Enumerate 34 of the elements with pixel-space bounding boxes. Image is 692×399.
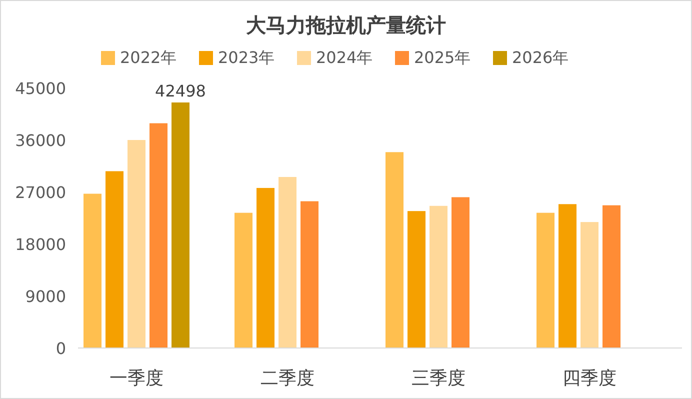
legend-label: 2025年 bbox=[414, 48, 471, 67]
y-tick-label: 27000 bbox=[15, 183, 66, 202]
data-label: 42498 bbox=[155, 81, 206, 100]
bar bbox=[234, 212, 252, 348]
y-tick-label: 45000 bbox=[15, 79, 66, 98]
bar bbox=[278, 176, 296, 348]
y-tick-label: 9000 bbox=[25, 287, 66, 306]
bar bbox=[580, 222, 598, 348]
legend-label: 2023年 bbox=[218, 48, 275, 67]
bar bbox=[172, 102, 190, 348]
bar bbox=[430, 206, 448, 348]
y-tick-label: 0 bbox=[56, 339, 66, 358]
bar bbox=[150, 123, 168, 348]
y-tick-label: 36000 bbox=[15, 131, 66, 150]
bar bbox=[300, 201, 318, 348]
bar bbox=[128, 140, 146, 348]
x-tick-label: 二季度 bbox=[260, 368, 314, 389]
bar bbox=[558, 204, 576, 348]
legend-label: 2022年 bbox=[120, 48, 177, 67]
bar bbox=[256, 188, 274, 348]
x-tick-label: 一季度 bbox=[110, 368, 164, 389]
chart-title: 大马力拖拉机产量统计 bbox=[246, 13, 446, 37]
y-tick-label: 18000 bbox=[15, 235, 66, 254]
legend-label: 2024年 bbox=[316, 48, 373, 67]
x-tick-label: 四季度 bbox=[562, 368, 616, 389]
bar bbox=[452, 197, 470, 348]
bar bbox=[536, 212, 554, 348]
bar bbox=[602, 205, 620, 348]
bar bbox=[386, 152, 404, 348]
bar bbox=[408, 211, 426, 348]
bar bbox=[84, 194, 102, 348]
legend-label: 2026年 bbox=[512, 48, 569, 67]
bar bbox=[106, 171, 124, 348]
x-tick-label: 三季度 bbox=[412, 368, 466, 389]
